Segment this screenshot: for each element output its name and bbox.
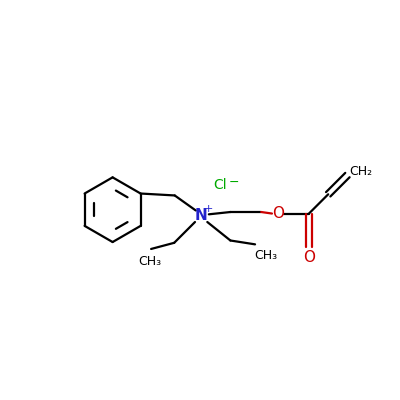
Text: CH₂: CH₂ bbox=[350, 165, 373, 178]
Text: O: O bbox=[303, 250, 315, 265]
Text: Cl: Cl bbox=[214, 178, 227, 192]
Text: +: + bbox=[204, 204, 214, 214]
Text: N: N bbox=[195, 208, 208, 223]
Text: CH₃: CH₃ bbox=[254, 249, 277, 262]
Text: −: − bbox=[228, 176, 239, 188]
Text: O: O bbox=[272, 206, 284, 221]
Text: CH₃: CH₃ bbox=[138, 255, 161, 268]
